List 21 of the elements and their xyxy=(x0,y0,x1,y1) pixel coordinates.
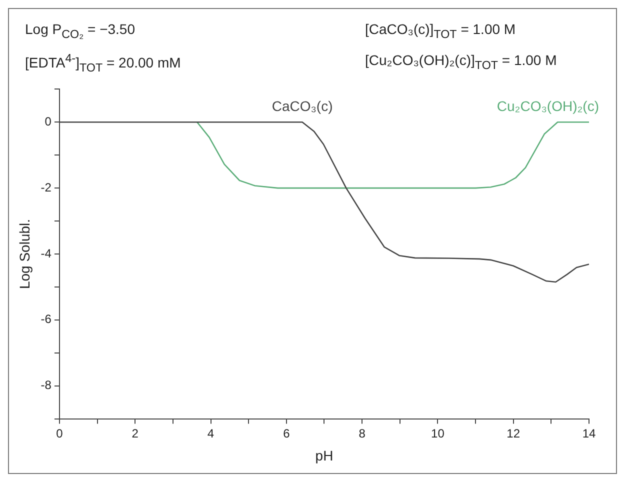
x-tick-label: 2 xyxy=(132,426,139,440)
text: Log P$_{CO₂}$ = −3.50 xyxy=(25,21,136,43)
x-axis-title: pH xyxy=(315,447,334,464)
x-tick-label: 8 xyxy=(358,426,366,440)
series-label: CaCO₃(c) xyxy=(272,98,333,114)
y-axis-title: Log Solubl. xyxy=(16,218,32,290)
y-tick-label: -8 xyxy=(40,378,52,392)
y-tick-label: -4 xyxy=(40,246,52,260)
series-label: Cu₂CO₃(OH)₂(c) xyxy=(496,98,600,114)
y-tick-label: -2 xyxy=(40,180,52,194)
text: [EDTA$^{4-}$]$_{TOT}$ = 20.00 mM xyxy=(25,52,182,76)
x-tick-label: 10 xyxy=(431,426,445,440)
x-tick-label: 4 xyxy=(207,426,214,440)
x-tick-label: 6 xyxy=(283,426,290,440)
x-tick-label: 0 xyxy=(56,426,64,440)
x-tick-label: 12 xyxy=(506,426,520,440)
y-tick-label: 0 xyxy=(44,114,52,128)
text: [CaCO₃(c)]$_{TOT}$ = 1.00 M xyxy=(365,21,517,43)
x-tick-label: 14 xyxy=(582,426,596,440)
text: [Cu₂CO₃(OH)₂(c)]$_{TOT}$ = 1.00 M xyxy=(365,52,558,74)
y-tick-label: -6 xyxy=(40,312,52,326)
